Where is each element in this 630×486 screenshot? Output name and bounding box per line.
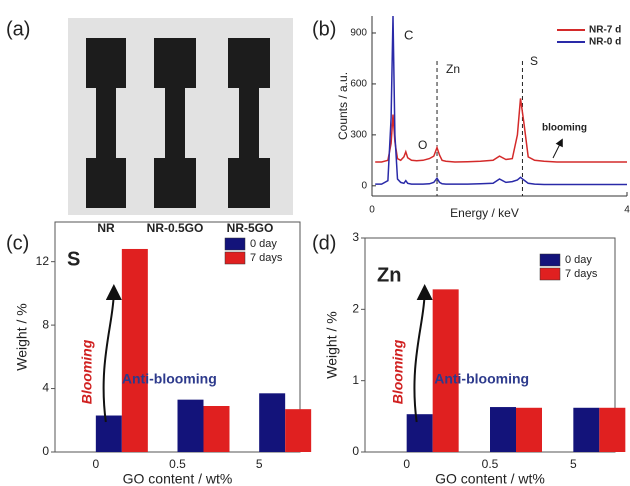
bar: [490, 407, 516, 452]
specimens: [86, 38, 270, 208]
y-tick-label: 4: [42, 381, 49, 395]
y-tick-label: 0: [42, 444, 49, 458]
specimen: [154, 38, 196, 208]
annotation: C: [404, 27, 413, 42]
panel-label: (c): [6, 232, 29, 254]
legend-label: NR-7 d: [589, 25, 621, 36]
panel-title: Zn: [377, 264, 401, 286]
bar: [432, 289, 459, 452]
spectrum-line: [375, 16, 627, 186]
legend-swatch: [539, 267, 561, 281]
bar: [406, 414, 433, 452]
x-axis-label: GO content / wt%: [123, 471, 233, 486]
annotation: Blooming: [389, 339, 405, 404]
bar: [177, 399, 204, 452]
x-axis-label: Energy / keV: [450, 206, 519, 220]
annotation: Blooming: [79, 339, 95, 404]
annotation: Anti-blooming: [434, 371, 529, 387]
arrow: [552, 138, 563, 159]
legend-swatch: [224, 237, 246, 251]
annotation: blooming: [542, 123, 587, 134]
x-tick-label: 4: [624, 205, 630, 216]
legend-label: NR-0 d: [589, 37, 621, 48]
y-axis-label: Weight / %: [14, 303, 30, 370]
annotation: Zn: [446, 62, 460, 76]
x-axis-label: GO content / wt%: [435, 471, 545, 486]
legend-label: 0 day: [565, 254, 592, 266]
legend-label: 7 days: [565, 268, 598, 280]
sample-label: NR-5GO: [227, 221, 274, 235]
x-tick-label: 0: [92, 457, 99, 471]
bar: [573, 407, 600, 452]
y-tick-label: 600: [350, 79, 367, 90]
y-tick-label: 300: [350, 130, 367, 141]
x-tick-label: 0.5: [482, 457, 499, 471]
legend-label: 0 day: [250, 238, 277, 250]
y-tick-label: 12: [36, 254, 50, 268]
bar: [285, 409, 312, 452]
y-tick-label: 8: [42, 317, 49, 331]
panel-label: (a): [6, 18, 30, 40]
legend-swatch: [224, 251, 246, 265]
x-tick-label: 5: [570, 457, 577, 471]
y-tick-label: 1: [352, 373, 359, 387]
x-tick-label: 0.5: [169, 457, 186, 471]
annotation: S: [530, 54, 538, 68]
bar: [599, 407, 626, 452]
panel-title: S: [67, 248, 80, 270]
y-axis-label: Counts / a.u.: [336, 72, 350, 140]
plot-area: [375, 16, 627, 186]
legend-swatch: [539, 253, 561, 267]
specimen: [228, 38, 270, 208]
bar: [121, 248, 148, 452]
panel-label: (b): [312, 18, 336, 40]
bar: [259, 393, 286, 452]
y-tick-label: 0: [352, 444, 359, 458]
x-tick-label: 0: [369, 205, 375, 216]
bar: [203, 406, 230, 452]
y-tick-label: 0: [361, 180, 367, 191]
x-tick-label: 0: [403, 457, 410, 471]
y-tick-label: 900: [350, 28, 367, 39]
sample-label: NR: [97, 221, 115, 235]
specimen: [86, 38, 126, 208]
panel-label: (d): [312, 232, 336, 254]
spectrum-line: [375, 98, 627, 163]
x-tick-label: 5: [256, 457, 263, 471]
sample-label: NR-0.5GO: [147, 221, 204, 235]
bar: [95, 415, 122, 452]
arrow: [102, 284, 122, 423]
y-axis-label: Weight / %: [324, 311, 340, 378]
annotation: O: [418, 138, 427, 152]
bar: [516, 407, 542, 452]
annotation: Anti-blooming: [122, 371, 217, 387]
arrow: [413, 284, 433, 423]
y-tick-label: 3: [352, 230, 359, 244]
y-tick-label: 2: [352, 302, 359, 316]
legend-label: 7 days: [250, 252, 283, 264]
